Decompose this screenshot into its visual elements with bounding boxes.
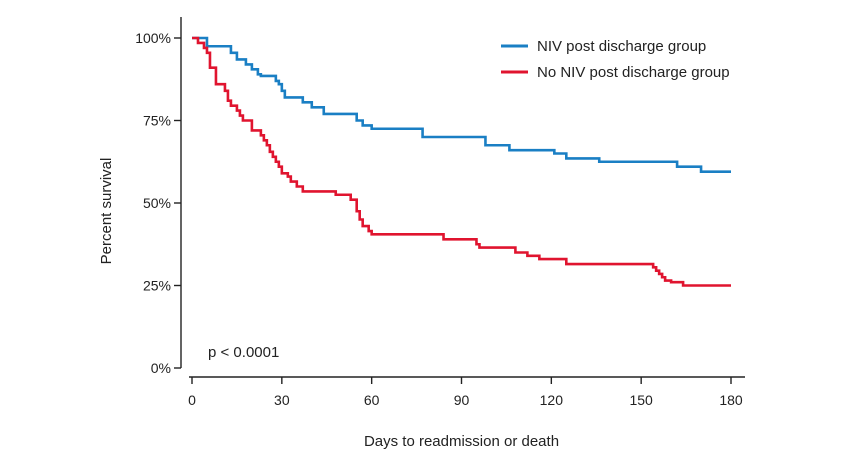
- x-axis-title: Days to readmission or death: [364, 433, 559, 450]
- y-tick-label: 50%: [143, 195, 171, 211]
- legend: NIV post discharge group No NIV post dis…: [501, 38, 730, 81]
- series-layer: [192, 36, 731, 287]
- y-axis-title: Percent survival: [98, 158, 115, 265]
- y-tick-label: 25%: [143, 278, 171, 294]
- x-tick-label: 60: [364, 392, 380, 408]
- x-tick-label: 120: [540, 392, 564, 408]
- p-value-annotation: p < 0.0001: [208, 344, 279, 361]
- y-tick-label: 100%: [135, 30, 171, 46]
- series-niv-line: [192, 36, 731, 173]
- x-tick-label: 180: [719, 392, 743, 408]
- series-no-niv-line: [192, 36, 731, 287]
- legend-label-niv: NIV post discharge group: [537, 38, 706, 55]
- x-tick-label: 30: [274, 392, 290, 408]
- y-ticks: 0% 25% 50% 75% 100%: [135, 30, 181, 376]
- x-tick-label: 90: [454, 392, 470, 408]
- x-ticks: 0 30 60 90 120 150 180: [188, 377, 743, 408]
- y-tick-label: 0%: [151, 360, 171, 376]
- y-tick-label: 75%: [143, 113, 171, 129]
- x-tick-label: 150: [629, 392, 653, 408]
- x-tick-label: 0: [188, 392, 196, 408]
- legend-label-no-niv: No NIV post discharge group: [537, 64, 730, 81]
